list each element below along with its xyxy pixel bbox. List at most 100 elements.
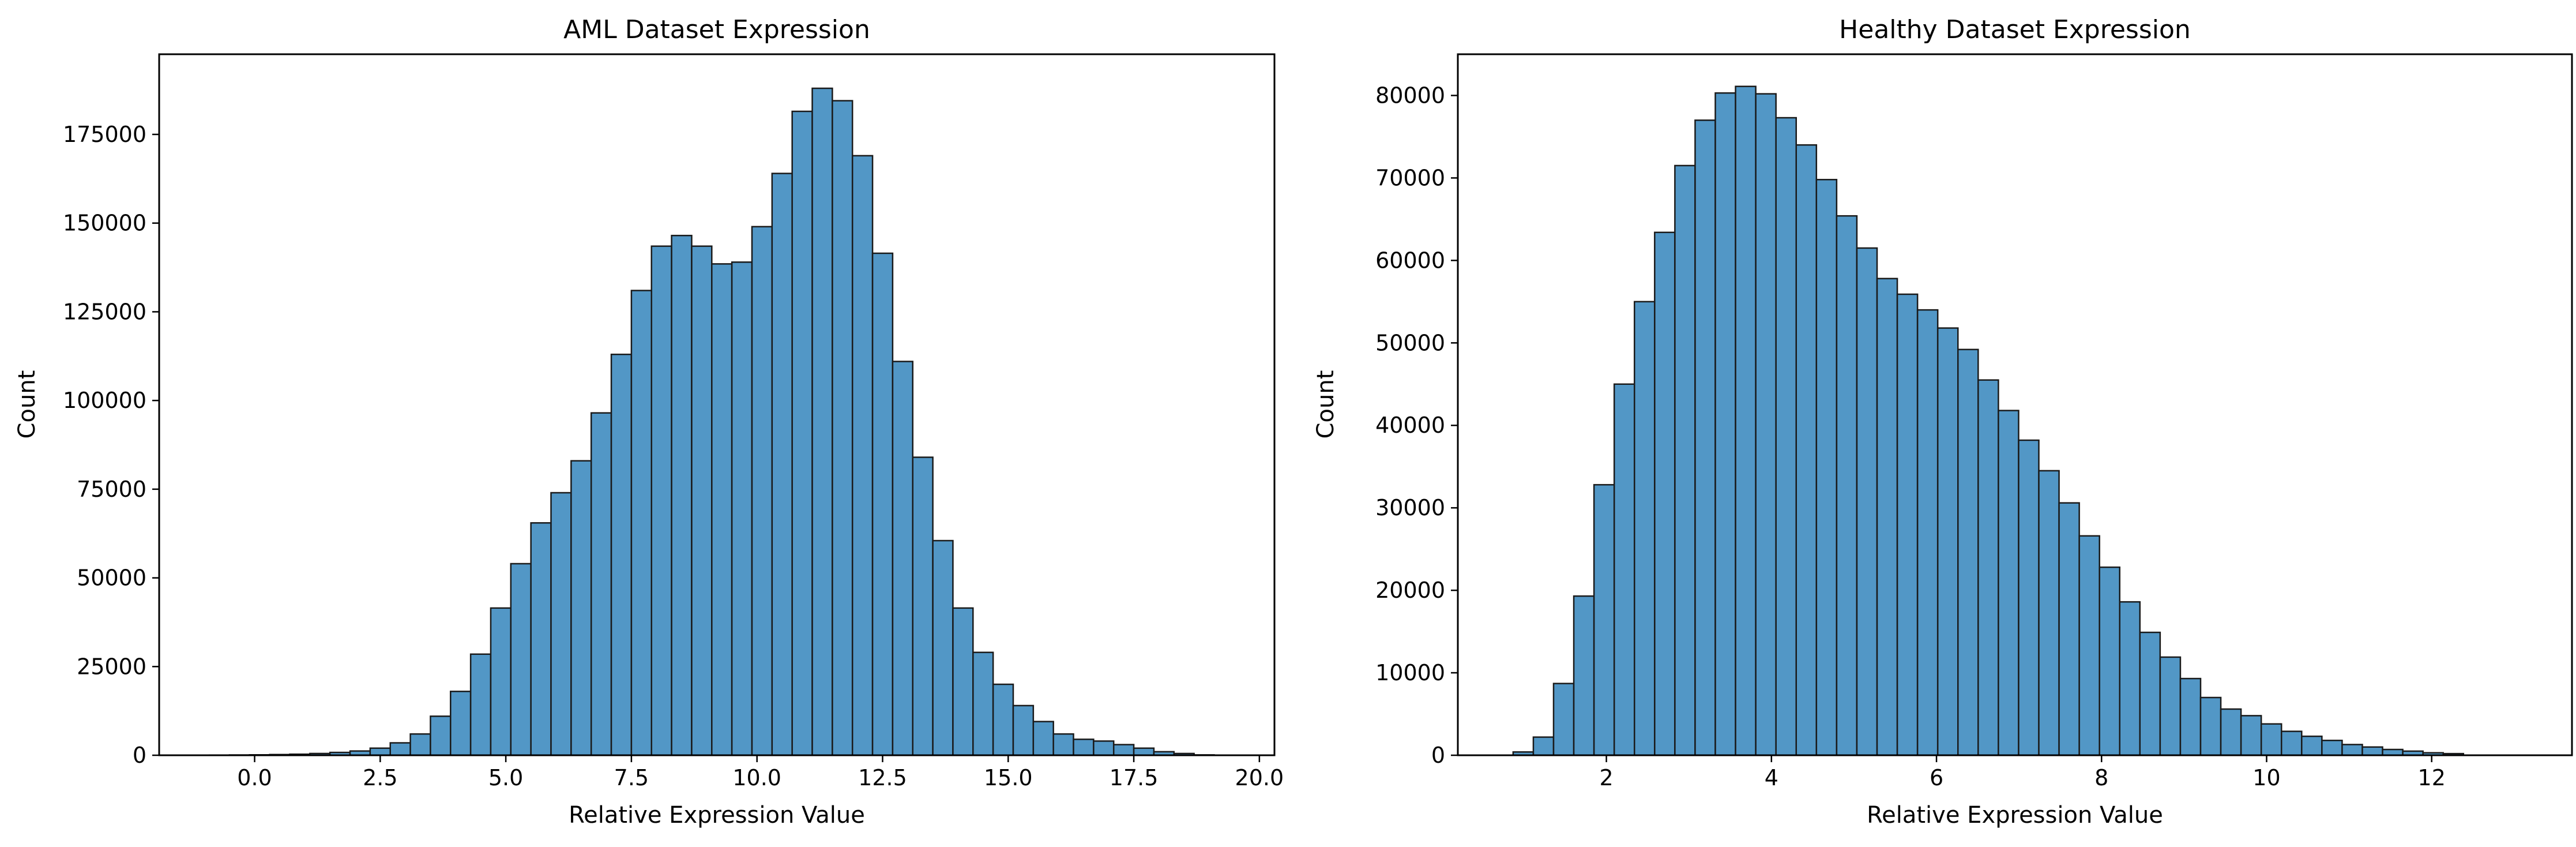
histogram-bar — [2099, 566, 2120, 756]
y-axis-ticks: 0 10000 20000 30000 40000 50000 60000 70000 8000… — [1375, 83, 1458, 768]
histogram-bar — [2281, 730, 2303, 756]
histogram-bar — [1654, 231, 1676, 756]
x-tick-label: 12 — [2418, 765, 2446, 790]
histogram-bar — [2038, 470, 2060, 756]
histogram-bar — [1694, 119, 1716, 756]
healthy-histogram-chart: Healthy Dataset Expression 2 4 6 8 10 12 0 100… — [1313, 15, 2573, 829]
histogram-bar — [711, 263, 733, 756]
histogram-bar — [490, 607, 512, 756]
chart-title: AML Dataset Expression — [563, 15, 870, 44]
histogram-bar — [992, 683, 1014, 756]
histogram-bar — [2119, 601, 2141, 756]
histogram-bar — [369, 747, 391, 756]
bars-group — [208, 87, 1215, 756]
histogram-bar — [2240, 715, 2262, 756]
histogram-bar — [550, 492, 572, 756]
histogram-bar — [1093, 740, 1115, 756]
plot-frame — [1457, 53, 2573, 756]
histogram-bar — [1936, 327, 1959, 756]
x-axis-ticks: 0.0 2.5 5.0 7.5 10.0 12.5 15.0 17.5 20.0 — [237, 755, 1284, 790]
histogram-bar — [1112, 744, 1135, 756]
y-tick-label: 75000 — [77, 477, 146, 502]
histogram-bar — [851, 155, 874, 756]
histogram-bar — [1133, 747, 1155, 756]
x-tick-label: 15.0 — [984, 765, 1033, 790]
histogram-bar — [430, 715, 452, 756]
x-tick-label: 10 — [2252, 765, 2280, 790]
y-tick-label: 0 — [133, 743, 146, 768]
y-tick-label: 50000 — [77, 565, 146, 591]
aml-histogram-chart: AML Dataset Expression 0.0 2.5 5.0 7.5 10.0 1… — [14, 15, 1284, 829]
histogram-bar — [1836, 215, 1858, 756]
histogram-bar — [2078, 535, 2100, 756]
histogram-bar — [1916, 309, 1939, 756]
histogram-bar — [2199, 696, 2222, 756]
y-tick-label: 50000 — [1375, 330, 1445, 355]
histogram-bar — [932, 539, 954, 756]
x-axis-ticks: 2 4 6 8 10 12 — [1600, 755, 2446, 790]
x-tick-label: 17.5 — [1110, 765, 1159, 790]
y-tick-label: 30000 — [1375, 495, 1445, 520]
histogram-bar — [1714, 92, 1736, 756]
y-tick-label: 125000 — [63, 299, 146, 324]
histogram-bar — [1977, 379, 1999, 756]
chart-title: Healthy Dataset Expression — [1839, 15, 2191, 44]
y-axis-label: Count — [1313, 370, 1339, 439]
plot-frame — [158, 53, 1276, 756]
histogram-bar — [671, 234, 693, 756]
histogram-bar — [2341, 744, 2363, 756]
histogram-bar — [1613, 383, 1635, 756]
histogram-bar — [731, 261, 753, 756]
histogram-bar — [1957, 348, 1979, 756]
histogram-bar — [1573, 595, 1595, 756]
histogram-bar — [570, 460, 592, 756]
histogram-bar — [791, 110, 813, 756]
histogram-bar — [1815, 179, 1838, 756]
histogram-bar — [2058, 502, 2080, 756]
x-tick-label: 20.0 — [1235, 765, 1284, 790]
histogram-bar — [409, 733, 431, 756]
histogram-bar — [510, 563, 532, 756]
histogram-bar — [1735, 85, 1757, 756]
histogram-bar — [871, 252, 894, 756]
histogram-bar — [1856, 247, 1878, 756]
histogram-bar — [2159, 656, 2182, 756]
histogram-bar — [2260, 723, 2282, 756]
histogram-bar — [1775, 117, 1797, 756]
histogram-bar — [1052, 733, 1074, 756]
histogram-bar — [469, 653, 492, 756]
histogram-bar — [1876, 278, 1898, 756]
y-tick-label: 0 — [1431, 743, 1445, 768]
histogram-bar — [2220, 708, 2242, 756]
histogram-bar — [811, 87, 833, 756]
histogram-bar — [1795, 144, 1818, 756]
x-tick-label: 6 — [1930, 765, 1943, 790]
histogram-bar — [751, 226, 773, 756]
x-axis-label: Relative Expression Value — [569, 802, 865, 829]
histogram-bar — [630, 290, 653, 756]
y-axis-label: Count — [14, 370, 40, 439]
y-tick-label: 10000 — [1375, 660, 1445, 685]
histogram-bar — [1073, 739, 1095, 756]
histogram-bar — [691, 245, 713, 756]
histogram-bar — [1634, 301, 1656, 756]
histogram-bar — [832, 100, 853, 756]
x-tick-label: 2 — [1600, 765, 1614, 790]
y-tick-label: 25000 — [77, 654, 146, 679]
histogram-bar — [1896, 293, 1919, 756]
x-tick-label: 8 — [2094, 765, 2108, 790]
histogram-bar — [1532, 736, 1555, 756]
x-tick-label: 10.0 — [732, 765, 781, 790]
x-tick-label: 12.5 — [858, 765, 907, 790]
x-tick-label: 5.0 — [488, 765, 523, 790]
histogram-bar — [590, 412, 612, 756]
y-tick-label: 20000 — [1375, 578, 1445, 603]
x-tick-label: 2.5 — [363, 765, 397, 790]
histogram-bar — [650, 245, 672, 756]
histogram-bar — [1755, 93, 1777, 756]
histogram-bar — [972, 651, 994, 756]
histogram-bar — [1998, 410, 2020, 756]
y-tick-label: 80000 — [1375, 83, 1445, 108]
y-tick-label: 70000 — [1375, 165, 1445, 190]
